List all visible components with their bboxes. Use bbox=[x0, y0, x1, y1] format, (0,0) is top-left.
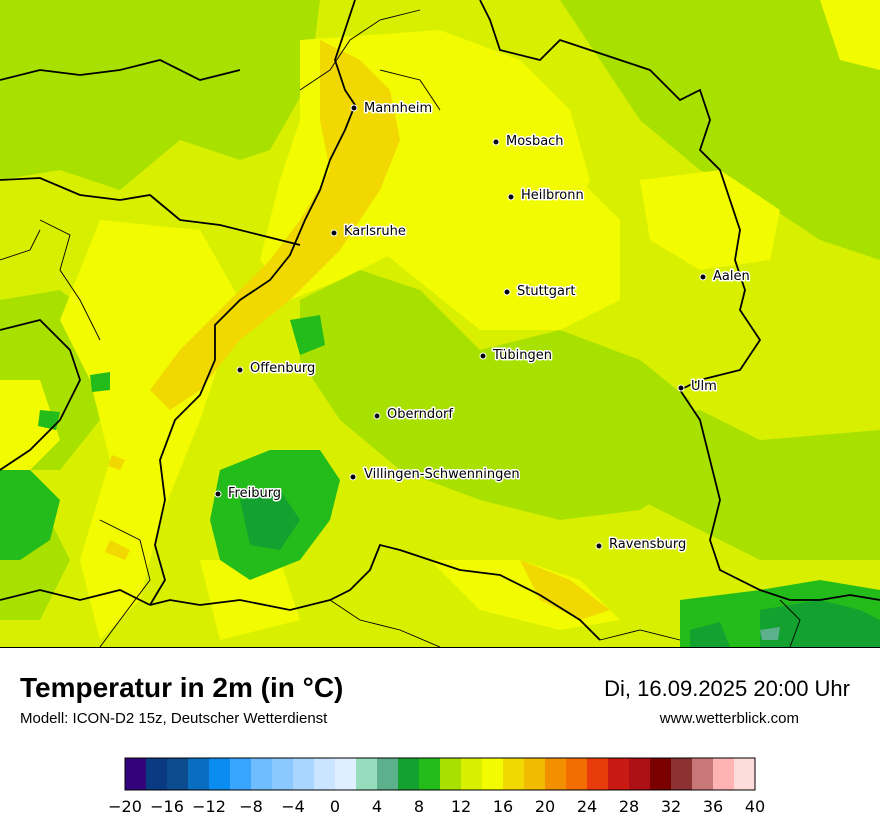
legend-tick-label: −12 bbox=[192, 797, 226, 816]
legend-swatch bbox=[314, 758, 336, 790]
legend-swatch bbox=[125, 758, 147, 790]
legend-tick-label: −20 bbox=[108, 797, 142, 816]
city-offenburg: Offenburg bbox=[236, 360, 317, 378]
legend-swatch bbox=[272, 758, 294, 790]
legend-swatch bbox=[629, 758, 651, 790]
legend-tick-label: 0 bbox=[330, 797, 340, 816]
legend-swatch bbox=[482, 758, 504, 790]
city-label-ravensburg: Ravensburg bbox=[609, 537, 686, 552]
city-markers: Mannheim Mosbach Heilbronn Karlsruhe Aal… bbox=[214, 100, 751, 554]
legend-swatch bbox=[209, 758, 231, 790]
city-villingen-schwenningen: Villingen-Schwenningen bbox=[349, 466, 521, 484]
legend-swatch bbox=[419, 758, 441, 790]
legend-tick-label: 8 bbox=[414, 797, 424, 816]
city-label-villingen-schwenningen: Villingen-Schwenningen bbox=[364, 467, 520, 482]
temp-zone-18c bbox=[105, 40, 610, 620]
legend-swatch bbox=[545, 758, 567, 790]
city-oberndorf: Oberndorf bbox=[373, 406, 455, 424]
legend-tick-label: 32 bbox=[661, 797, 681, 816]
city-ulm: Ulm bbox=[677, 378, 718, 396]
city-mosbach: Mosbach bbox=[492, 133, 565, 151]
city-label-aalen: Aalen bbox=[713, 269, 750, 284]
website-link: www.wetterblick.com bbox=[659, 710, 799, 727]
page-title: Temperatur in 2m (in °C) bbox=[20, 672, 344, 703]
legend-swatch bbox=[524, 758, 546, 790]
city-label-ulm: Ulm bbox=[691, 379, 717, 394]
legend-tick-label: 4 bbox=[372, 797, 382, 816]
minor-borders bbox=[0, 9, 801, 647]
borders bbox=[0, 0, 880, 641]
color-legend: −20 −16 −12 −8 −4 0 4 8 12 16 20 24 28 32 36 40 bbox=[0, 750, 880, 835]
legend-tick-label: 20 bbox=[535, 797, 555, 816]
legend-swatch bbox=[377, 758, 399, 790]
city-stuttgart: Stuttgart bbox=[503, 283, 577, 301]
legend-swatch bbox=[461, 758, 483, 790]
city-mannheim: Mannheim bbox=[350, 100, 434, 118]
city-label-freiburg: Freiburg bbox=[228, 486, 281, 501]
legend-swatch bbox=[692, 758, 714, 790]
legend-swatch bbox=[146, 758, 168, 790]
legend-swatch bbox=[335, 758, 357, 790]
city-freiburg: Freiburg bbox=[214, 485, 283, 503]
legend-swatch bbox=[230, 758, 252, 790]
city-label-stuttgart: Stuttgart bbox=[517, 284, 575, 299]
legend-swatch bbox=[398, 758, 420, 790]
legend-swatch bbox=[734, 758, 756, 790]
legend-swatch bbox=[566, 758, 588, 790]
city-label-offenburg: Offenburg bbox=[250, 361, 315, 376]
legend-swatch bbox=[608, 758, 630, 790]
city-label-mosbach: Mosbach bbox=[506, 134, 564, 149]
model-subtitle: Modell: ICON-D2 15z, Deutscher Wetterdie… bbox=[20, 710, 328, 727]
legend-swatch bbox=[671, 758, 693, 790]
legend-tick-label: 28 bbox=[619, 797, 639, 816]
legend-swatch bbox=[440, 758, 462, 790]
temperature-map: Mannheim Mosbach Heilbronn Karlsruhe Aal… bbox=[0, 0, 880, 648]
temp-zone-4c bbox=[760, 627, 780, 640]
city-label-mannheim: Mannheim bbox=[364, 101, 432, 116]
legend-swatch bbox=[650, 758, 672, 790]
city-label-karlsruhe: Karlsruhe bbox=[344, 224, 406, 239]
city-ravensburg: Ravensburg bbox=[595, 536, 688, 554]
legend-swatch bbox=[167, 758, 189, 790]
city-tuebingen: Tübingen bbox=[479, 347, 554, 365]
legend-swatch bbox=[503, 758, 525, 790]
city-label-tuebingen: Tübingen bbox=[492, 348, 552, 363]
legend-swatch bbox=[293, 758, 315, 790]
legend-tick-label: −8 bbox=[239, 797, 263, 816]
forecast-datetime: Di, 16.09.2025 20:00 Uhr bbox=[604, 676, 850, 701]
legend-frame bbox=[124, 757, 756, 791]
legend-swatch bbox=[188, 758, 210, 790]
legend-tick-label: −4 bbox=[281, 797, 305, 816]
city-label-heilbronn: Heilbronn bbox=[521, 188, 584, 203]
legend-swatch bbox=[356, 758, 378, 790]
legend-swatch bbox=[587, 758, 609, 790]
legend-tick-label: −16 bbox=[150, 797, 184, 816]
city-karlsruhe: Karlsruhe bbox=[330, 223, 407, 241]
temp-zone-8c bbox=[240, 490, 880, 647]
legend-tick-label: 40 bbox=[745, 797, 765, 816]
city-heilbronn: Heilbronn bbox=[507, 187, 585, 205]
legend-tick-label: 36 bbox=[703, 797, 723, 816]
legend-tick-label: 16 bbox=[493, 797, 513, 816]
legend-swatch bbox=[713, 758, 735, 790]
legend-tick-label: 12 bbox=[451, 797, 471, 816]
city-aalen: Aalen bbox=[699, 268, 751, 286]
legend-swatch bbox=[251, 758, 273, 790]
legend-tick-label: 24 bbox=[577, 797, 597, 816]
city-label-oberndorf: Oberndorf bbox=[387, 407, 453, 422]
